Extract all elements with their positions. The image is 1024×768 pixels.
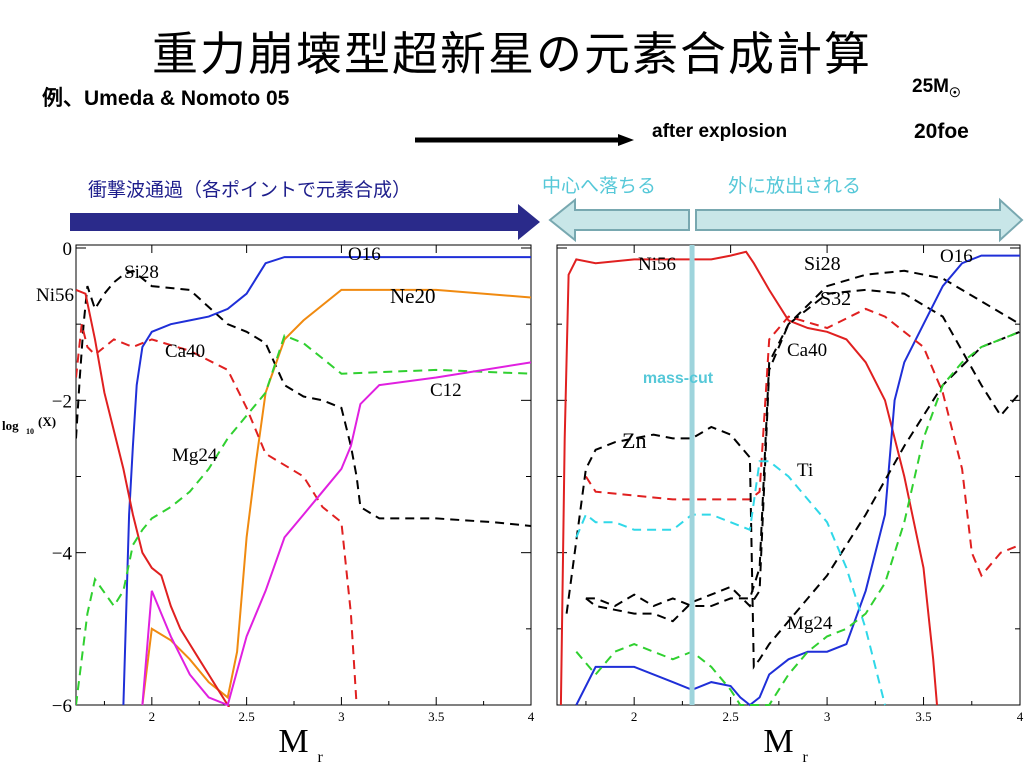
series-o16-line xyxy=(575,254,1020,707)
x-tick-label: 2 xyxy=(631,709,638,724)
y-tick-label: −2 xyxy=(52,391,72,412)
y-axis-label-suffix: (X) xyxy=(38,414,56,429)
series-ne20-line xyxy=(141,288,531,706)
series-si28-line xyxy=(585,269,1020,608)
ejected-label: 外に放出される xyxy=(728,175,862,197)
slide-subtitle: 例、Umeda & Nomoto 05 xyxy=(42,87,290,110)
y-axis-label: log xyxy=(2,418,19,433)
species-label-mg24: Mg24 xyxy=(172,445,218,466)
species-label-si28: Si28 xyxy=(804,253,841,275)
right-chart: 2 2.5 3 3.5 4 M r mass-cut Ni56 Si28 S32 O16 Ca40 Zn T… xyxy=(557,245,1024,766)
left-chart: 2 2.5 3 3.5 4 0 −2 −4 −6 M r log 10 (X) Si28 O16 Ne20 Ni5… xyxy=(2,239,535,766)
species-label-c12: C12 xyxy=(430,380,462,401)
slide-title: 重力崩壊型超新星の元素合成計算 xyxy=(152,27,872,81)
species-label-o16: O16 xyxy=(940,246,973,267)
x-tick-label: 2.5 xyxy=(723,709,739,724)
series-mg24-line xyxy=(575,330,1020,706)
x-axis-label: M xyxy=(763,723,793,760)
series-ca40-line xyxy=(76,323,358,706)
left-plot-frame xyxy=(75,244,532,706)
x-tick-label: 4 xyxy=(1017,709,1024,724)
x-tick-label: 3 xyxy=(338,709,345,724)
y-tick-label: −6 xyxy=(52,696,72,717)
shock-wave-label: 衝撃波通過（各ポイントで元素合成） xyxy=(88,179,412,201)
species-label-ne20: Ne20 xyxy=(390,284,436,308)
series-c12-line xyxy=(141,361,531,707)
after-explosion-label: after explosion xyxy=(652,121,788,142)
explosion-energy: 20foe xyxy=(914,120,969,143)
series-ca40-line xyxy=(585,307,1020,578)
species-label-ti: Ti xyxy=(797,460,813,481)
species-label-si28: Si28 xyxy=(124,262,159,283)
fall-arrow xyxy=(548,197,690,243)
mass-value: 25M xyxy=(912,76,949,97)
series-ni56-line xyxy=(559,250,938,706)
series-s32-line xyxy=(585,288,1020,623)
after-explosion-arrow xyxy=(415,134,634,146)
x-axis-label-sub: r xyxy=(318,749,324,766)
species-label-s32: S32 xyxy=(820,288,851,310)
mass-cut-label: mass-cut xyxy=(643,370,714,387)
species-label-ni56: Ni56 xyxy=(36,285,74,306)
x-tick-label: 4 xyxy=(528,709,535,724)
x-tick-label: 3 xyxy=(824,709,831,724)
species-label-ca40: Ca40 xyxy=(165,341,205,362)
x-axis-label: M xyxy=(278,723,308,760)
species-label-o16: O16 xyxy=(348,244,381,265)
shock-wave-arrow xyxy=(70,204,540,240)
series-mg24-line xyxy=(76,334,531,706)
right-plot-frame xyxy=(556,244,1021,706)
x-tick-label: 2.5 xyxy=(239,709,255,724)
series-o16-line xyxy=(122,256,531,706)
x-tick-label: 2 xyxy=(149,709,156,724)
solar-symbol: ☉ xyxy=(948,84,961,100)
y-tick-label: −4 xyxy=(52,544,73,565)
species-label-ca40: Ca40 xyxy=(787,340,827,361)
eject-arrow xyxy=(695,197,1024,243)
fall-to-center-label: 中心へ落ちる xyxy=(542,175,657,197)
species-label-mg24: Mg24 xyxy=(787,613,833,634)
species-label-zn: Zn xyxy=(622,428,646,453)
y-axis-label-sub: 10 xyxy=(26,427,34,436)
series-si28-line xyxy=(76,269,531,527)
x-tick-label: 3.5 xyxy=(428,709,444,724)
x-tick-label: 3.5 xyxy=(915,709,931,724)
species-label-ni56: Ni56 xyxy=(638,254,676,275)
y-tick-label: 0 xyxy=(63,239,73,260)
series-ti-line xyxy=(575,460,886,706)
x-axis-label-sub: r xyxy=(803,749,809,766)
mass-label: 25M☉ xyxy=(912,76,961,101)
series-ni56-line xyxy=(76,288,231,707)
